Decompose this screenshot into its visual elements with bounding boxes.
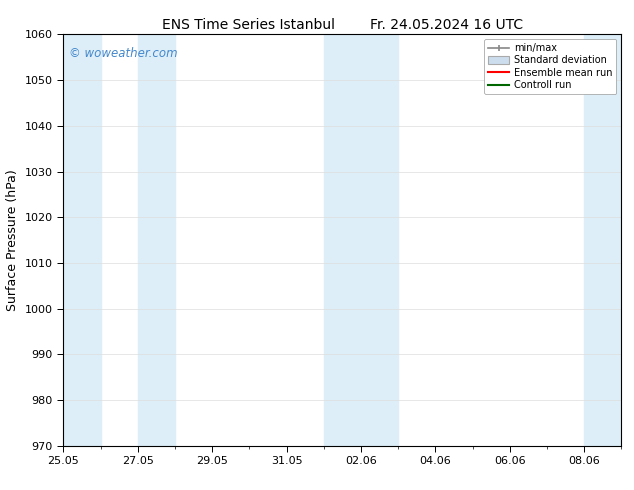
Bar xyxy=(138,34,175,446)
Bar xyxy=(63,34,101,446)
Text: © woweather.com: © woweather.com xyxy=(69,47,178,60)
Title: ENS Time Series Istanbul        Fr. 24.05.2024 16 UTC: ENS Time Series Istanbul Fr. 24.05.2024 … xyxy=(162,18,523,32)
Bar xyxy=(361,34,398,446)
Bar xyxy=(584,34,621,446)
Bar xyxy=(324,34,361,446)
Legend: min/max, Standard deviation, Ensemble mean run, Controll run: min/max, Standard deviation, Ensemble me… xyxy=(484,39,616,94)
Y-axis label: Surface Pressure (hPa): Surface Pressure (hPa) xyxy=(6,169,19,311)
